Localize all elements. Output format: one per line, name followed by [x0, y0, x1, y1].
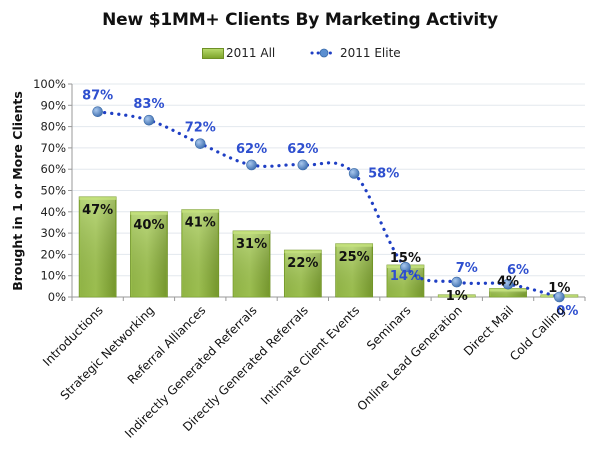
x-tick-label: Strategic Networking — [58, 303, 158, 403]
line-data-label: 87% — [82, 89, 113, 104]
x-tick-label: Seminars — [364, 303, 414, 353]
y-tick-label: 70% — [40, 141, 66, 155]
elite-line-path — [96, 110, 561, 299]
line-data-label: 14% — [390, 269, 421, 284]
bar-data-label: 15% — [390, 251, 421, 266]
y-tick-label: 100% — [33, 77, 66, 91]
bar-data-label: 1% — [446, 289, 468, 304]
bar-top-highlight — [335, 243, 373, 247]
legend-label-2011-elite: 2011 Elite — [340, 46, 401, 60]
line-data-label: 83% — [133, 97, 164, 112]
bar-data-label: 41% — [185, 216, 216, 231]
elite-marker — [297, 159, 309, 171]
y-tick-label: 10% — [40, 269, 66, 283]
bar-data-label: 47% — [82, 203, 113, 218]
elite-marker — [92, 106, 103, 117]
bar — [130, 211, 168, 298]
line-data-label: 6% — [507, 263, 529, 278]
bar — [489, 288, 527, 298]
line-data-label: 58% — [368, 166, 399, 181]
bar-top-highlight — [181, 209, 219, 213]
bar-data-label: 25% — [339, 250, 370, 265]
bar — [335, 243, 374, 298]
bar-shade — [336, 244, 372, 296]
y-tick-label: 20% — [40, 247, 66, 261]
elite-marker — [554, 291, 565, 303]
chart-title: New $1MM+ Clients By Marketing Activity — [102, 10, 498, 30]
bar-shade — [182, 210, 218, 296]
line-data-label: 7% — [456, 261, 478, 276]
bar-top-highlight — [284, 250, 322, 254]
line-2011-elite — [92, 106, 565, 303]
bar — [181, 209, 220, 298]
data-labels: 47% 40% 41% 31% 22% 25% 15% 1% 4% 1% 87% 83% 72% 62% 6… — [82, 89, 578, 319]
bar — [232, 230, 271, 298]
x-tick-label: Intimate Client Events — [258, 303, 362, 407]
elite-marker — [194, 138, 206, 149]
y-tick-label: 0% — [48, 290, 66, 304]
elite-marker — [502, 278, 514, 290]
x-tick-label: Cold Calling — [507, 303, 567, 363]
bar-shade — [490, 289, 526, 296]
legend-line-swatch — [310, 48, 338, 58]
bar-top-highlight — [130, 211, 168, 215]
bar-top-highlight — [438, 294, 476, 297]
bar-top-highlight — [233, 230, 271, 234]
line-data-label: 62% — [287, 142, 318, 157]
legend-item-2011-elite: 2011 Elite — [310, 45, 401, 61]
bar — [283, 249, 322, 298]
y-tick-label: 80% — [40, 120, 66, 134]
y-tick-label: 40% — [40, 205, 66, 219]
elite-marker — [348, 168, 360, 179]
legend-item-2011-all: 2011 All — [202, 45, 275, 61]
bar — [78, 196, 117, 298]
elite-marker — [143, 114, 155, 126]
bar-top-highlight — [489, 288, 527, 292]
bar-data-label: 1% — [548, 281, 570, 296]
bar-shade — [80, 197, 116, 296]
bar — [437, 294, 476, 298]
line-data-label: 0% — [556, 304, 578, 319]
bar-top-highlight — [79, 196, 117, 200]
y-axis-label: Brought in 1 or More Clients — [10, 91, 25, 291]
line-data-label: 72% — [185, 121, 216, 136]
bar-shade — [234, 231, 270, 296]
y-tick-label: 60% — [40, 162, 66, 176]
elite-marker — [400, 261, 411, 273]
x-tick-label: Direct Mail — [461, 303, 516, 358]
bar-data-label: 31% — [236, 237, 267, 252]
bar-shade — [131, 212, 167, 296]
legend: 2011 All 2011 Elite — [0, 45, 600, 61]
y-tick-label: 50% — [40, 184, 66, 198]
legend-bar-swatch — [202, 47, 224, 59]
legend-label-2011-all: 2011 All — [226, 46, 276, 60]
bar-data-label: 40% — [133, 218, 164, 233]
elite-marker — [246, 159, 257, 171]
x-tick-label: Online Lead Generation — [354, 303, 464, 413]
bar-data-label: 22% — [287, 256, 318, 271]
bar-shade — [285, 251, 321, 296]
bars-2011-all — [78, 196, 579, 298]
elite-marker — [451, 276, 463, 288]
bar-data-label: 4% — [497, 274, 519, 289]
y-tick-label: 30% — [40, 226, 66, 240]
line-data-label: 62% — [236, 142, 267, 157]
y-tick-label: 90% — [40, 98, 66, 112]
